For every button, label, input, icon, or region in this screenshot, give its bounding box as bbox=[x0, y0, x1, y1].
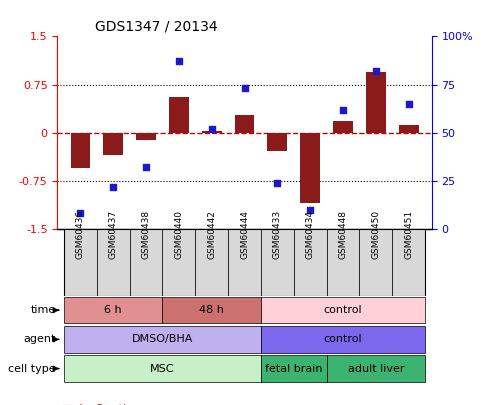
Point bbox=[339, 107, 347, 113]
Bar bbox=[169, 97, 189, 133]
Text: DMSO/BHA: DMSO/BHA bbox=[132, 335, 193, 344]
Bar bbox=[261, 229, 294, 296]
Text: control: control bbox=[324, 305, 362, 315]
Bar bbox=[392, 229, 425, 296]
Point bbox=[372, 68, 380, 75]
Text: GSM60438: GSM60438 bbox=[142, 210, 151, 259]
Text: time: time bbox=[30, 305, 55, 315]
Bar bbox=[103, 133, 123, 155]
Bar bbox=[64, 297, 163, 323]
Text: control: control bbox=[324, 335, 362, 344]
Bar bbox=[64, 356, 261, 382]
Text: MSC: MSC bbox=[150, 364, 175, 373]
Point bbox=[208, 126, 216, 132]
Bar bbox=[366, 72, 386, 133]
Bar bbox=[359, 229, 392, 296]
Bar bbox=[70, 133, 90, 168]
Bar bbox=[300, 133, 320, 203]
Bar bbox=[136, 133, 156, 141]
Text: GSM60444: GSM60444 bbox=[240, 210, 249, 259]
Point bbox=[306, 207, 314, 213]
Bar bbox=[326, 356, 425, 382]
Bar bbox=[130, 229, 163, 296]
Bar bbox=[163, 229, 195, 296]
Text: GSM60440: GSM60440 bbox=[174, 210, 183, 259]
Text: GSM60442: GSM60442 bbox=[207, 210, 216, 259]
Point bbox=[273, 179, 281, 186]
Bar bbox=[326, 229, 359, 296]
Point bbox=[109, 183, 117, 190]
Bar bbox=[163, 297, 261, 323]
Point bbox=[405, 100, 413, 107]
Bar bbox=[399, 125, 419, 133]
Bar bbox=[97, 229, 130, 296]
Text: GSM60434: GSM60434 bbox=[306, 210, 315, 259]
Text: GSM60436: GSM60436 bbox=[76, 210, 85, 259]
Point bbox=[142, 164, 150, 171]
Bar bbox=[64, 326, 261, 352]
Bar bbox=[195, 229, 228, 296]
Text: GDS1347 / 20134: GDS1347 / 20134 bbox=[95, 20, 218, 34]
Text: GSM60437: GSM60437 bbox=[109, 210, 118, 259]
Text: fetal brain: fetal brain bbox=[265, 364, 322, 373]
Bar bbox=[294, 229, 326, 296]
Bar bbox=[261, 297, 425, 323]
Text: 6 h: 6 h bbox=[104, 305, 122, 315]
Text: cell type: cell type bbox=[8, 364, 55, 373]
Point bbox=[175, 58, 183, 65]
Text: adult liver: adult liver bbox=[348, 364, 404, 373]
Text: GSM60448: GSM60448 bbox=[338, 210, 347, 259]
Bar bbox=[228, 229, 261, 296]
Bar bbox=[267, 133, 287, 151]
Text: GSM60451: GSM60451 bbox=[404, 210, 413, 259]
Text: agent: agent bbox=[23, 335, 55, 344]
Point bbox=[241, 85, 249, 92]
Bar bbox=[333, 121, 353, 133]
Bar bbox=[235, 115, 254, 133]
Text: 48 h: 48 h bbox=[199, 305, 224, 315]
Bar bbox=[261, 326, 425, 352]
Bar bbox=[202, 131, 222, 133]
Bar bbox=[64, 229, 97, 296]
Text: GSM60450: GSM60450 bbox=[371, 210, 380, 259]
Bar bbox=[261, 356, 326, 382]
Text: GSM60433: GSM60433 bbox=[273, 210, 282, 259]
Point bbox=[76, 210, 84, 217]
